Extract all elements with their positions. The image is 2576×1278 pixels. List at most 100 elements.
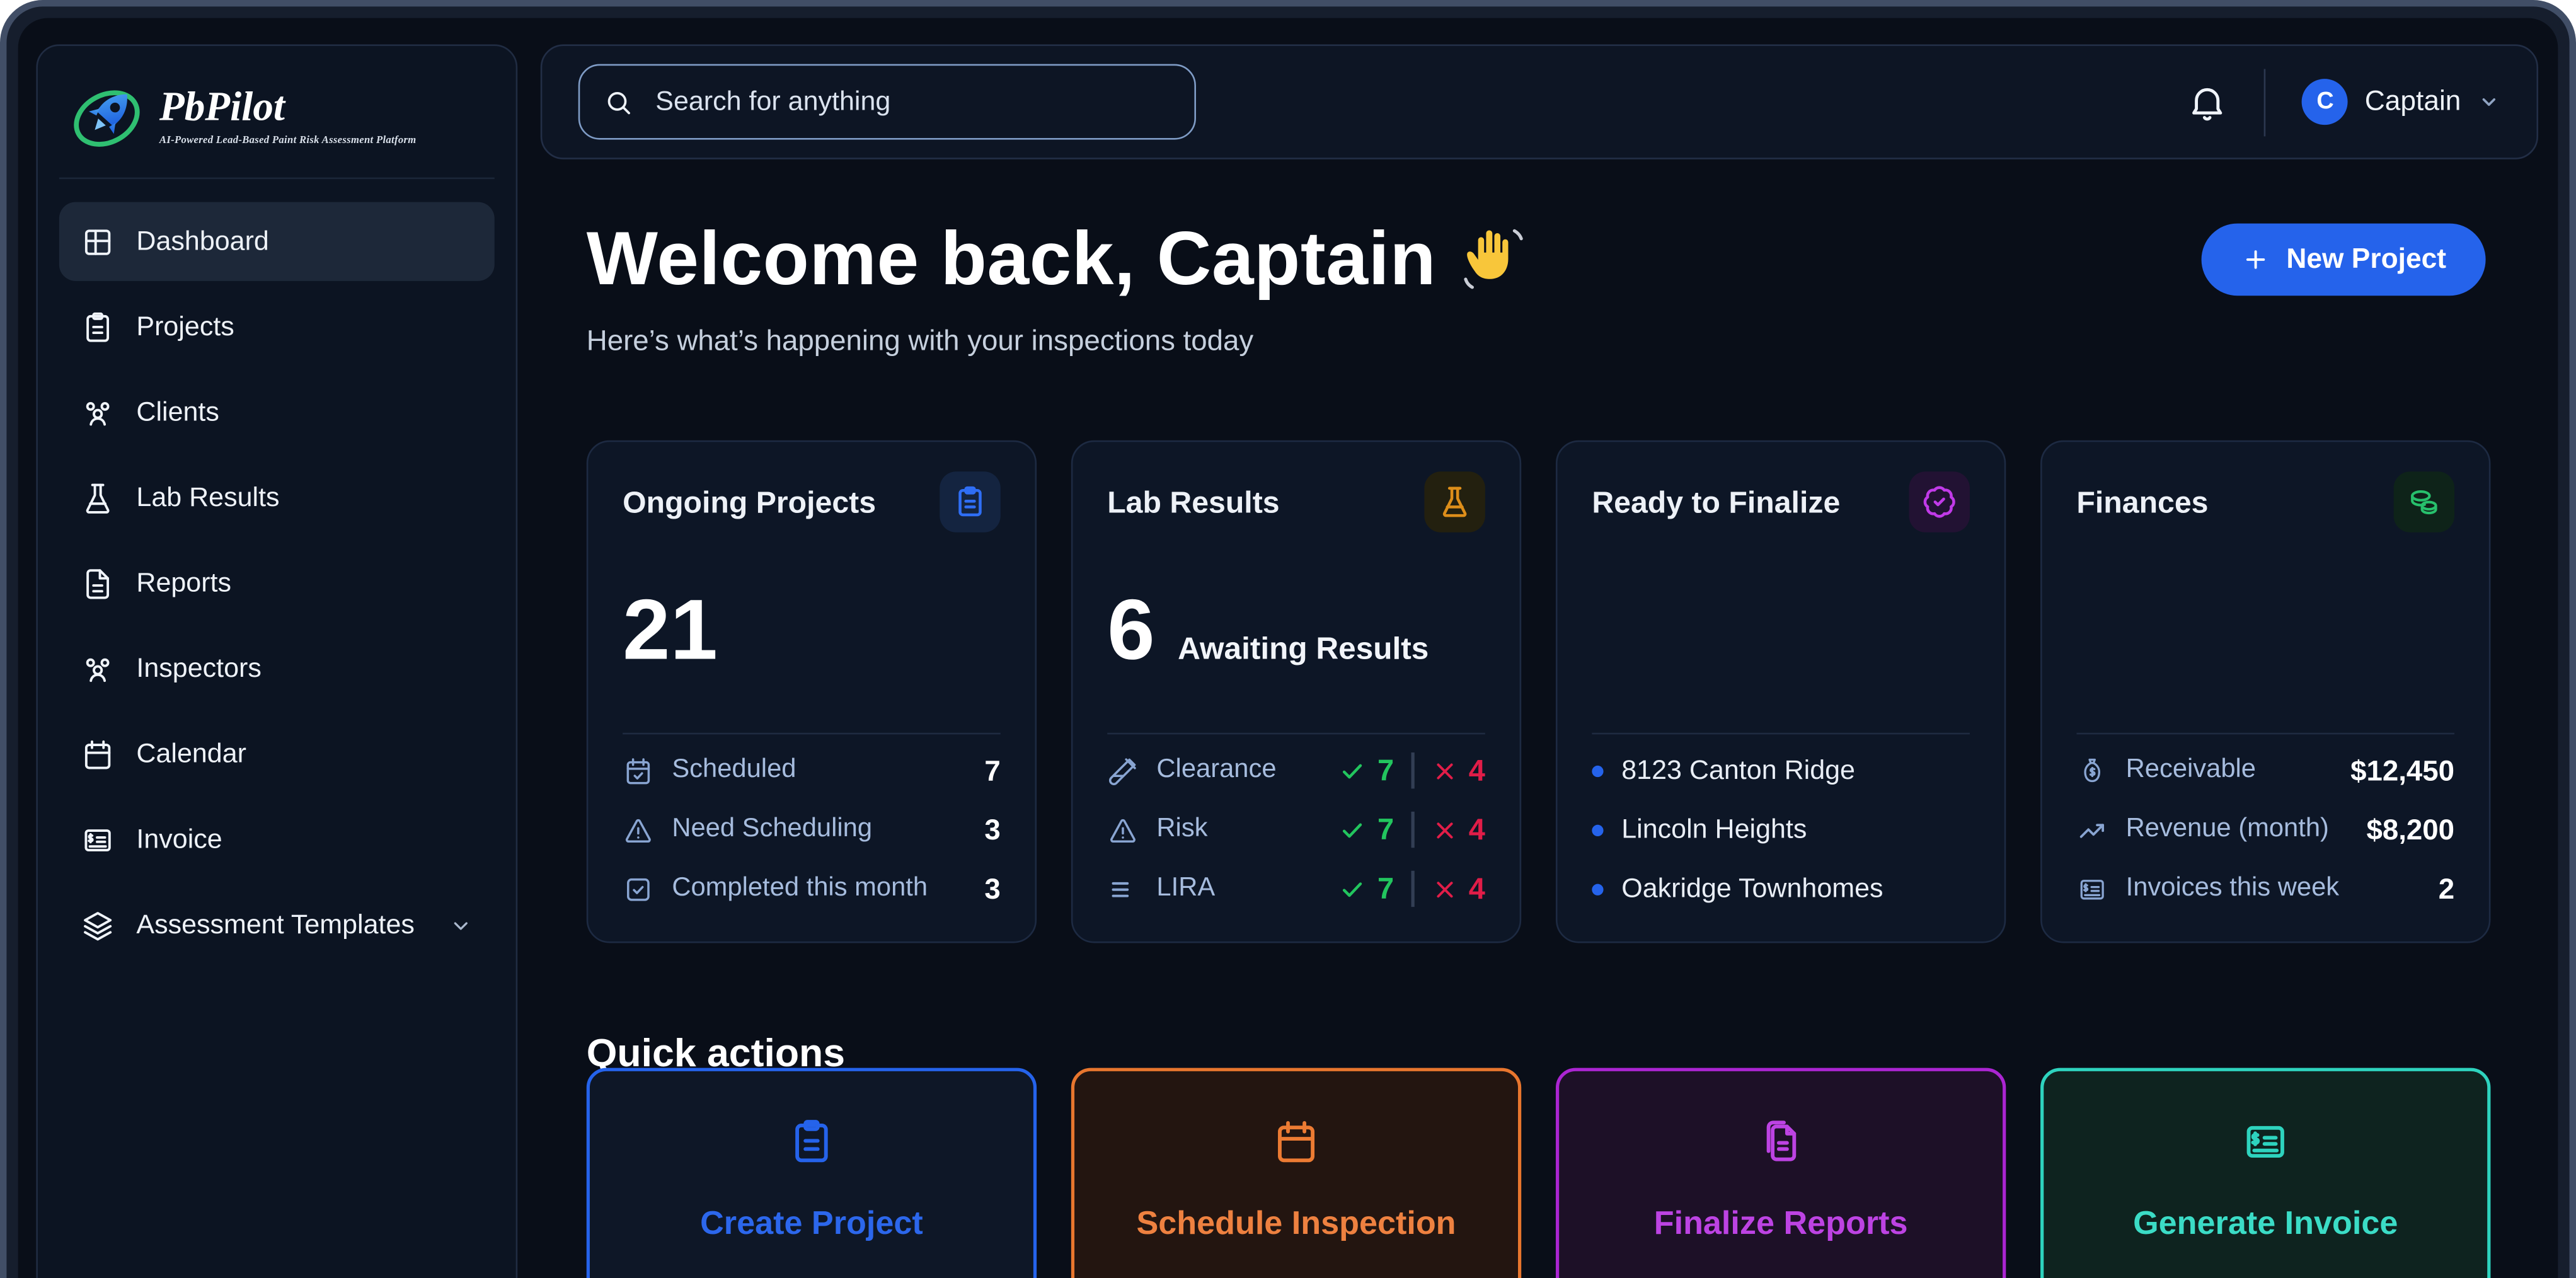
wave-emoji-icon	[1464, 229, 1524, 289]
sidebar-item-reports[interactable]: Reports	[59, 544, 495, 623]
page-subtitle: Here’s what’s happening with your inspec…	[586, 323, 1254, 357]
stat-row-revenue: Revenue (month) $8,200	[2076, 800, 2454, 860]
stat-row-completed: Completed this month 3	[623, 860, 1001, 919]
calendar-icon	[1278, 1121, 1315, 1163]
bullet-dot	[1592, 764, 1604, 776]
chevron-down-icon	[454, 921, 468, 930]
card-finances: Finances Receivable $12,450 Revenue (mon…	[2040, 440, 2491, 943]
bell-icon[interactable]	[2187, 81, 2228, 122]
card-divider	[1592, 732, 1970, 735]
calendar-icon	[84, 739, 111, 769]
sidebar-item-clients[interactable]: Clients	[59, 373, 495, 452]
users-icon	[86, 401, 110, 425]
sidebar: PbPilot AI-Powered Lead-Based Paint Risk…	[36, 44, 518, 1278]
invoice-icon	[2246, 1125, 2284, 1158]
card-lab-results: Lab Results 6 Awaiting Results Clearance…	[1071, 440, 1522, 943]
alert-triangle-icon	[625, 818, 651, 842]
awaiting-label: Awaiting Results	[1178, 632, 1429, 667]
trending-up-icon	[2079, 823, 2104, 838]
stat-row-need-scheduling: Need Scheduling 3	[623, 800, 1001, 860]
check-square-icon	[627, 877, 650, 901]
stat-row-clearance: Clearance 7 4	[1107, 741, 1485, 800]
sidebar-item-label: Lab Results	[136, 482, 280, 512]
invoice-icon	[2080, 878, 2104, 899]
sidebar-item-label: Dashboard	[136, 226, 269, 256]
stat-cards: Ongoing Projects 21 Scheduled 7 Need Sch…	[586, 440, 2491, 943]
sidebar-item-label: Inspectors	[136, 653, 262, 683]
bullet-dot	[1592, 824, 1604, 836]
ongoing-count: 21	[623, 583, 718, 679]
sidebar-item-dashboard[interactable]: Dashboard	[59, 202, 495, 281]
check-icon	[1343, 763, 1363, 778]
plus-icon	[2246, 250, 2265, 269]
chevron-down-icon	[2482, 98, 2496, 106]
sidebar-item-projects[interactable]: Projects	[59, 287, 495, 366]
sidebar-item-assessment-templates[interactable]: Assessment Templates	[59, 885, 495, 964]
card-title: Finances	[2076, 485, 2209, 519]
sidebar-item-lab-results[interactable]: Lab Results	[59, 458, 495, 537]
sidebar-item-label: Assessment Templates	[136, 909, 415, 939]
sidebar-item-invoice[interactable]: Invoice	[59, 800, 495, 879]
calendar-check-icon	[626, 757, 650, 784]
finalize-item: Oakridge Townhomes	[1592, 860, 1970, 919]
x-icon	[1437, 763, 1453, 779]
stat-row-lira: LIRA 7 4	[1107, 860, 1485, 919]
sidebar-item-label: Calendar	[136, 738, 246, 768]
avatar: C	[2302, 79, 2349, 125]
stat-row-scheduled: Scheduled 7	[623, 741, 1001, 800]
card-divider	[2076, 732, 2455, 735]
check-icon	[1343, 882, 1363, 896]
quick-action-finalize-reports[interactable]: Finalize Reports	[1555, 1068, 2006, 1278]
sidebar-item-label: Invoice	[136, 824, 222, 854]
search-icon	[607, 91, 630, 114]
card-ready-to-finalize: Ready to Finalize 8123 Canton Ridge Linc…	[1555, 440, 2006, 943]
search-box[interactable]	[578, 64, 1196, 140]
quick-action-create-project[interactable]: Create Project	[586, 1068, 1037, 1278]
clipboard-badge-icon	[940, 471, 1001, 532]
profile-menu[interactable]: C Captain	[2302, 79, 2500, 125]
money-bag-icon	[2084, 757, 2100, 781]
check-icon	[1343, 822, 1363, 838]
list-icon	[1112, 881, 1129, 897]
quick-action-schedule-inspection[interactable]: Schedule Inspection	[1071, 1068, 1522, 1278]
sidebar-item-label: Projects	[136, 311, 234, 341]
quick-action-generate-invoice[interactable]: Generate Invoice	[2040, 1068, 2491, 1278]
stat-row-invoices: Invoices this week 2	[2076, 860, 2454, 919]
card-title: Ready to Finalize	[1592, 485, 1841, 519]
stat-row-receivable: Receivable $12,450	[2076, 741, 2454, 800]
users-icon	[86, 657, 110, 681]
flask-badge-icon	[1424, 471, 1485, 532]
sidebar-item-label: Reports	[136, 567, 232, 597]
new-project-button[interactable]: New Project	[2200, 223, 2486, 296]
app-title: PbPilot	[159, 86, 285, 130]
flask-icon	[86, 483, 110, 513]
logo: PbPilot AI-Powered Lead-Based Paint Risk…	[59, 69, 495, 180]
finalize-item: 8123 Canton Ridge	[1592, 741, 1970, 800]
sidebar-item-inspectors[interactable]: Inspectors	[59, 630, 495, 708]
coins-badge-icon	[2393, 471, 2455, 532]
quick-actions: Create Project Schedule Inspection Final…	[586, 1068, 2491, 1278]
stat-row-risk: Risk 7 4	[1107, 800, 1485, 860]
card-divider	[623, 732, 1001, 735]
dashboard-icon	[84, 229, 111, 255]
page-title: Welcome back, Captain	[586, 215, 1437, 301]
awaiting-count: 6	[1107, 583, 1155, 679]
topbar: C Captain	[540, 44, 2539, 159]
test-tube-icon	[1109, 757, 1136, 785]
bullet-dot	[1592, 883, 1604, 895]
card-ongoing-projects: Ongoing Projects 21 Scheduled 7 Need Sch…	[586, 440, 1037, 943]
rocket-logo-icon	[74, 90, 140, 147]
sidebar-item-calendar[interactable]: Calendar	[59, 715, 495, 793]
search-input[interactable]	[652, 84, 1171, 120]
files-icon	[1766, 1120, 1797, 1161]
sidebar-menu: Dashboard Projects Clients Lab Results R…	[59, 202, 495, 965]
alert-triangle-icon	[1110, 818, 1136, 842]
clipboard-icon	[86, 311, 110, 342]
clipboard-icon	[795, 1120, 828, 1163]
card-title: Ongoing Projects	[623, 485, 877, 519]
card-title: Lab Results	[1107, 485, 1280, 519]
x-icon	[1437, 880, 1453, 897]
card-divider	[1107, 732, 1485, 735]
invoice-icon	[84, 828, 111, 851]
